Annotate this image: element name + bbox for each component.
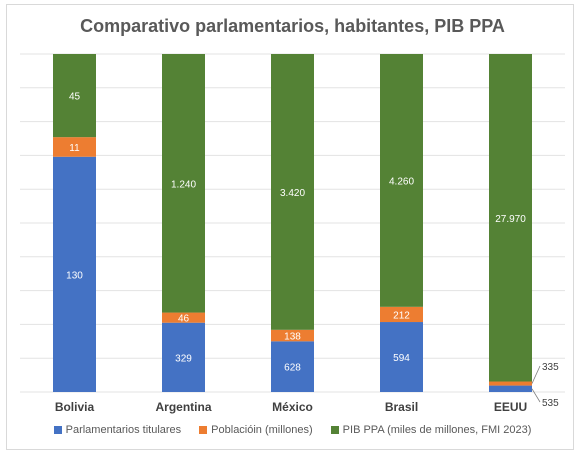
bar-parlamentarios-brasil <box>380 322 423 392</box>
category-label: México <box>272 400 313 414</box>
bar-parlamentarios-mexico <box>271 341 314 392</box>
legend: Parlamentarios titulares Poblacióin (mil… <box>0 424 585 436</box>
data-label: 4.260 <box>389 176 414 187</box>
bar-pib-bolivia <box>53 54 96 138</box>
category-label: EEUU <box>494 400 527 414</box>
bar-poblacioin-bolivia <box>53 137 96 157</box>
legend-swatch-parlamentarios <box>53 426 62 434</box>
data-label-leader <box>531 388 541 403</box>
data-label: 46 <box>178 314 190 325</box>
legend-label-pib: PIB PPA (miles de millones, FMI 2023) <box>342 424 532 436</box>
bar-poblacioin-argentina <box>162 312 205 323</box>
bar-poblacioin-eeuu <box>489 381 532 386</box>
data-label: 130 <box>66 270 83 281</box>
legend-item-pib: PIB PPA (miles de millones, FMI 2023) <box>330 424 532 436</box>
legend-item-poblacion: Poblacióin (millones) <box>199 424 313 436</box>
bar-parlamentarios-eeuu <box>489 385 532 392</box>
legend-label-parlamentarios: Parlamentarios titulares <box>65 424 182 436</box>
data-label: 138 <box>284 332 301 343</box>
data-label: 212 <box>393 310 410 321</box>
data-label: 11 <box>69 143 80 154</box>
bar-pib-brasil <box>380 54 423 307</box>
data-label: 594 <box>393 353 410 364</box>
category-label: Brasil <box>385 400 418 414</box>
bar-pib-argentina <box>162 54 205 313</box>
data-label: 45 <box>69 92 81 103</box>
data-label: 335 <box>542 362 559 373</box>
legend-swatch-poblacion <box>199 426 208 434</box>
category-label: Argentina <box>155 400 211 414</box>
legend-swatch-pib <box>330 426 339 434</box>
data-label-leader <box>531 365 541 384</box>
data-label: 3.420 <box>280 188 305 199</box>
data-label: 329 <box>175 353 192 364</box>
data-label: 628 <box>284 363 301 374</box>
bar-poblacioin-mexico <box>271 329 314 342</box>
legend-item-parlamentarios: Parlamentarios titulares <box>53 424 182 436</box>
legend-label-poblacion: Poblacióin (millones) <box>211 424 313 436</box>
bar-parlamentarios-argentina <box>162 322 205 392</box>
bar-poblacioin-brasil <box>380 306 423 323</box>
data-label: 535 <box>542 398 559 409</box>
data-label: 27.970 <box>495 214 526 225</box>
category-label: Bolivia <box>55 400 95 414</box>
bar-parlamentarios-bolivia <box>53 156 96 392</box>
bar-pib-mexico <box>271 54 314 330</box>
chart-title: Comparativo parlamentarios, habitantes, … <box>80 16 505 36</box>
bar-pib-eeuu <box>489 54 532 382</box>
data-label: 1.240 <box>171 179 196 190</box>
